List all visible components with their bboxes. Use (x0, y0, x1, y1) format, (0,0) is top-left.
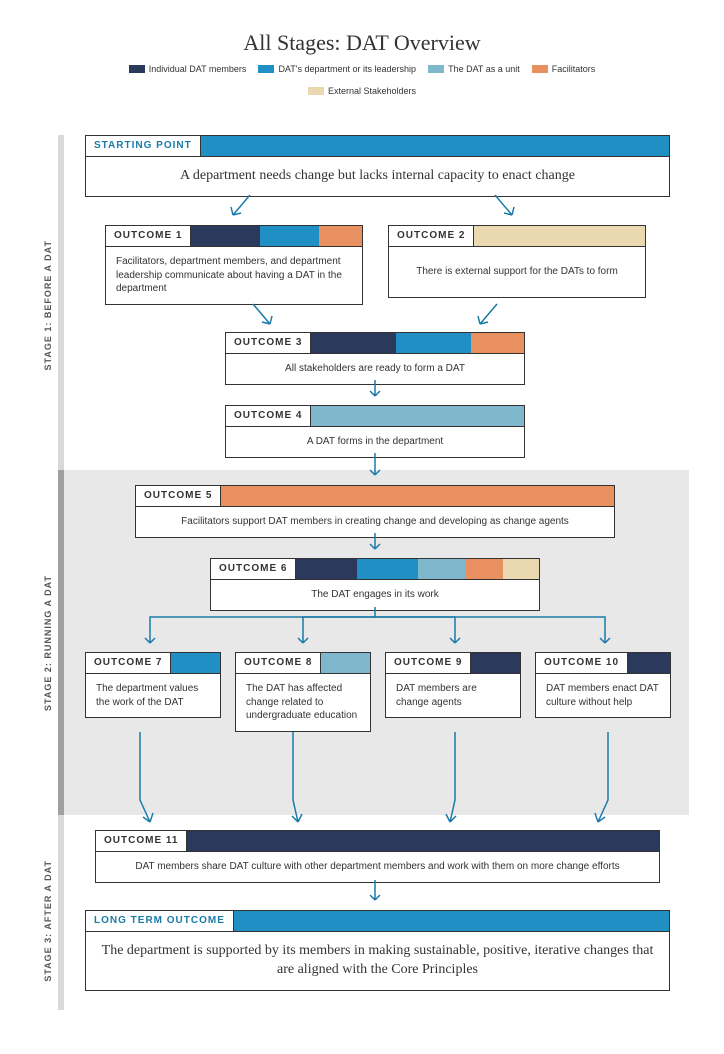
outcome-10-box: OUTCOME 10 DAT members enact DAT culture… (535, 652, 671, 718)
bar-seg (396, 333, 470, 353)
arrow-icon (225, 193, 255, 221)
bar-seg (311, 333, 396, 353)
box-label: OUTCOME 9 (386, 653, 471, 673)
arrow-icon (368, 451, 382, 481)
legend-label: The DAT as a unit (448, 64, 520, 74)
legend-item: Individual DAT members (129, 64, 247, 74)
outcome-9-box: OUTCOME 9 DAT members are change agents (385, 652, 521, 718)
stage-label-2: STAGE 2: RUNNING A DAT (43, 575, 53, 711)
box-label: OUTCOME 11 (96, 831, 187, 851)
box-label: STARTING POINT (86, 136, 201, 156)
outcome-3-box: OUTCOME 3 All stakeholders are ready to … (225, 332, 525, 385)
bar-seg (466, 559, 502, 579)
bar-seg (628, 653, 670, 673)
box-body: There is external support for the DATs t… (389, 246, 645, 297)
box-label: OUTCOME 3 (226, 333, 311, 353)
bar-seg (311, 406, 524, 426)
arrow-icon (472, 302, 502, 330)
long-term-box: LONG TERM OUTCOME The department is supp… (85, 910, 670, 991)
bar-seg (191, 226, 259, 246)
outcome-6-box: OUTCOME 6 The DAT engages in its work (210, 558, 540, 611)
outcome-7-box: OUTCOME 7 The department values the work… (85, 652, 221, 718)
bar-seg (418, 559, 467, 579)
stage-label-3: STAGE 3: AFTER A DAT (43, 860, 53, 982)
outcome-5-box: OUTCOME 5 Facilitators support DAT membe… (135, 485, 615, 538)
bar-seg (260, 226, 320, 246)
arrow-icon (440, 730, 470, 830)
outcome-4-box: OUTCOME 4 A DAT forms in the department (225, 405, 525, 458)
legend-label: Individual DAT members (149, 64, 247, 74)
arrow-icon (490, 193, 520, 221)
bar-seg (234, 911, 669, 931)
bar-seg (221, 486, 614, 506)
box-label: OUTCOME 1 (106, 226, 191, 246)
legend-swatch (308, 87, 324, 95)
bar-seg (296, 559, 357, 579)
stage-label-1: STAGE 1: BEFORE A DAT (43, 240, 53, 371)
outcome-2-box: OUTCOME 2 There is external support for … (388, 225, 646, 298)
stage-bar-1 (58, 135, 64, 470)
arrow-icon (120, 730, 160, 830)
box-label: LONG TERM OUTCOME (86, 911, 234, 931)
box-body: The department is supported by its membe… (86, 931, 669, 990)
box-body: DAT members are change agents (386, 673, 520, 717)
arrow-icon (248, 302, 278, 330)
box-label: OUTCOME 5 (136, 486, 221, 506)
bar-seg (471, 653, 520, 673)
bar-seg (357, 559, 418, 579)
arrow-icon (368, 878, 382, 906)
main-title: All Stages: DAT Overview (0, 30, 724, 56)
outcome-8-box: OUTCOME 8 The DAT has affected change re… (235, 652, 371, 732)
bar-seg (319, 226, 362, 246)
legend-swatch (532, 65, 548, 73)
box-body: The DAT has affected change related to u… (236, 673, 370, 731)
arrow-icon (368, 531, 382, 555)
legend-label: DAT's department or its leadership (278, 64, 416, 74)
bar-seg (503, 559, 539, 579)
legend-item: The DAT as a unit (428, 64, 520, 74)
box-label: OUTCOME 10 (536, 653, 628, 673)
box-body: The department values the work of the DA… (86, 673, 220, 717)
box-body: DAT members share DAT culture with other… (96, 851, 659, 882)
legend-swatch (258, 65, 274, 73)
box-label: OUTCOME 6 (211, 559, 296, 579)
legend: Individual DAT members DAT's department … (0, 64, 724, 96)
legend-label: External Stakeholders (328, 86, 416, 96)
bar-seg (187, 831, 659, 851)
bar-seg (471, 333, 524, 353)
legend-item: Facilitators (532, 64, 596, 74)
arrow-icon (588, 730, 628, 830)
bar-seg (321, 653, 370, 673)
bar-seg (201, 136, 669, 156)
legend-label: Facilitators (552, 64, 596, 74)
box-body: A department needs change but lacks inte… (86, 156, 669, 196)
arrow-icon (368, 378, 382, 402)
stage-bar-3 (58, 815, 64, 1010)
legend-swatch (428, 65, 444, 73)
legend-item: DAT's department or its leadership (258, 64, 416, 74)
box-label: OUTCOME 8 (236, 653, 321, 673)
outcome-11-box: OUTCOME 11 DAT members share DAT culture… (95, 830, 660, 883)
legend-item: External Stakeholders (308, 86, 416, 96)
box-label: OUTCOME 2 (389, 226, 474, 246)
starting-point-box: STARTING POINT A department needs change… (85, 135, 670, 197)
box-body: DAT members enact DAT culture without he… (536, 673, 670, 717)
box-body: Facilitators, department members, and de… (106, 246, 362, 304)
bar-seg (474, 226, 645, 246)
outcome-1-box: OUTCOME 1 Facilitators, department membe… (105, 225, 363, 305)
box-label: OUTCOME 4 (226, 406, 311, 426)
legend-swatch (129, 65, 145, 73)
stage-bar-2 (58, 470, 64, 815)
box-label: OUTCOME 7 (86, 653, 171, 673)
bar-seg (171, 653, 220, 673)
arrow-icon (85, 605, 665, 650)
arrow-icon (278, 730, 308, 830)
